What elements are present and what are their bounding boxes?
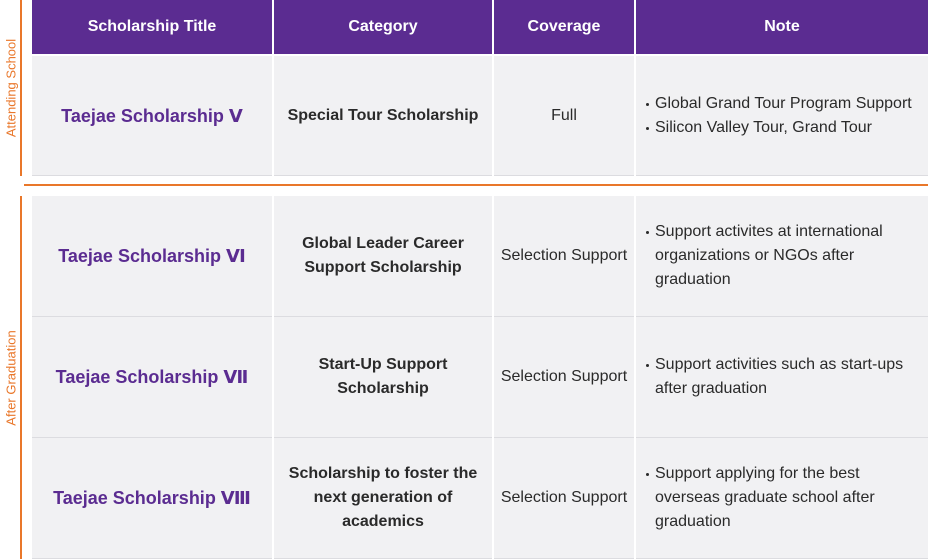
group-after-graduation: After Graduation xyxy=(0,196,22,559)
scholarship-title: Taejae Scholarship Ⅷ xyxy=(32,438,272,559)
group-attending-school: Attending School xyxy=(0,0,22,176)
scholarship-title: Taejae Scholarship Ⅴ xyxy=(32,56,272,176)
note-list: Support applying for the best overseas g… xyxy=(646,462,920,534)
note-item: Silicon Valley Tour, Grand Tour xyxy=(646,116,912,140)
scholarship-title: Taejae Scholarship Ⅶ xyxy=(32,317,272,438)
table-header: Scholarship Title Category Coverage Note xyxy=(32,0,928,54)
category: Scholarship to foster the next generatio… xyxy=(274,438,492,559)
coverage: Selection Support xyxy=(494,317,634,438)
group-label: After Graduation xyxy=(3,329,19,426)
table-row: Taejae Scholarship Ⅷ Scholarship to fost… xyxy=(32,438,928,559)
note: Support applying for the best overseas g… xyxy=(636,438,928,559)
header-category: Category xyxy=(274,0,492,54)
coverage: Selection Support xyxy=(494,196,634,317)
coverage: Selection Support xyxy=(494,438,634,559)
note-item: Support activities such as start-ups aft… xyxy=(646,353,920,401)
group-divider-line xyxy=(20,0,22,176)
header-scholarship-title: Scholarship Title xyxy=(32,0,272,54)
note-list: Support activites at international organ… xyxy=(646,220,920,292)
note: Global Grand Tour Program Support Silico… xyxy=(636,56,928,176)
note-list: Global Grand Tour Program Support Silico… xyxy=(646,92,912,140)
coverage: Full xyxy=(494,56,634,176)
note-list: Support activities such as start-ups aft… xyxy=(646,353,920,401)
table-row: Taejae Scholarship Ⅴ Special Tour Schola… xyxy=(32,56,928,176)
scholarship-title: Taejae Scholarship Ⅵ xyxy=(32,196,272,317)
group-label: Attending School xyxy=(3,38,19,138)
category: Global Leader Career Support Scholarship xyxy=(274,196,492,317)
group-divider-line xyxy=(20,196,22,559)
note: Support activities such as start-ups aft… xyxy=(636,317,928,438)
category: Start-Up Support Scholarship xyxy=(274,317,492,438)
note-item: Support activites at international organ… xyxy=(646,220,920,292)
group-separator xyxy=(24,184,928,186)
header-note: Note xyxy=(636,0,928,54)
note: Support activites at international organ… xyxy=(636,196,928,317)
header-coverage: Coverage xyxy=(494,0,634,54)
table-row: Taejae Scholarship Ⅵ Global Leader Caree… xyxy=(32,196,928,317)
note-item: Support applying for the best overseas g… xyxy=(646,462,920,534)
note-item: Global Grand Tour Program Support xyxy=(646,92,912,116)
table-row: Taejae Scholarship Ⅶ Start-Up Support Sc… xyxy=(32,317,928,438)
category: Special Tour Scholarship xyxy=(274,56,492,176)
